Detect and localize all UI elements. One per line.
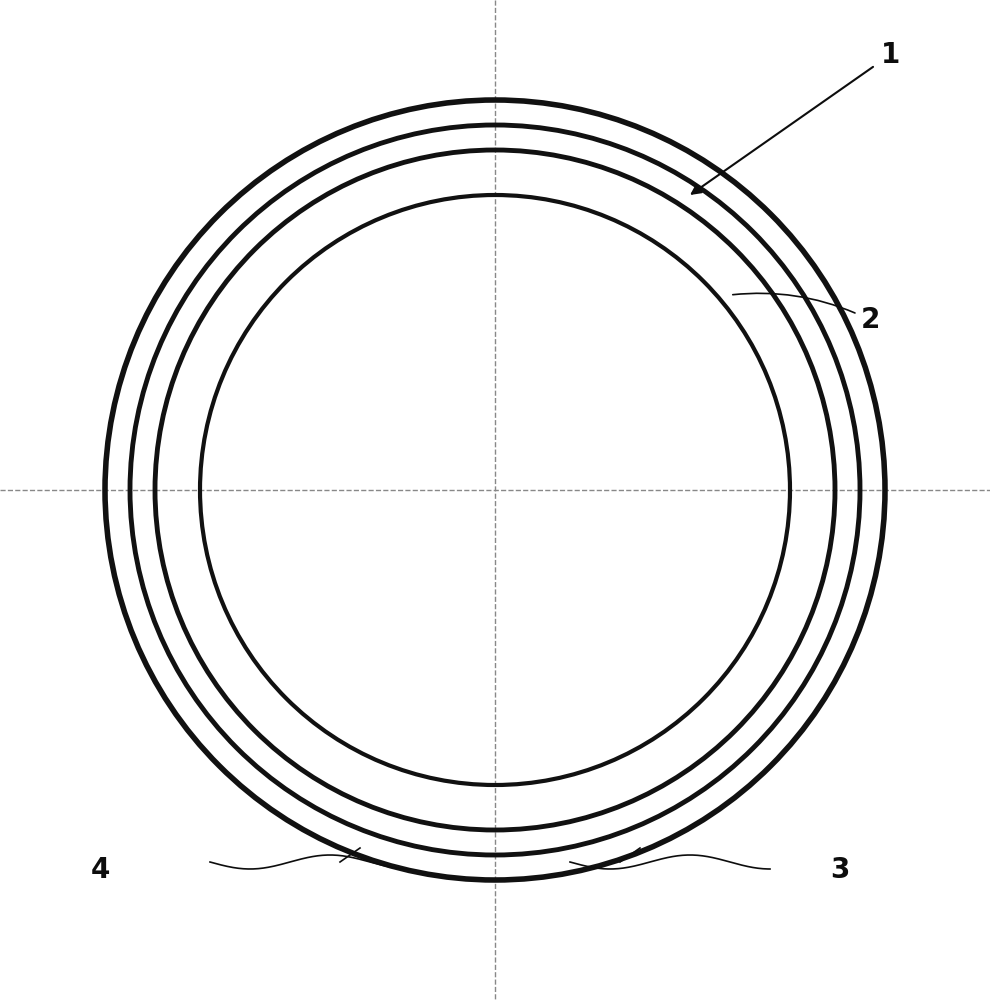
- Text: 2: 2: [733, 293, 880, 334]
- Text: 3: 3: [831, 856, 849, 884]
- Text: 1: 1: [692, 41, 900, 194]
- Text: 4: 4: [90, 856, 110, 884]
